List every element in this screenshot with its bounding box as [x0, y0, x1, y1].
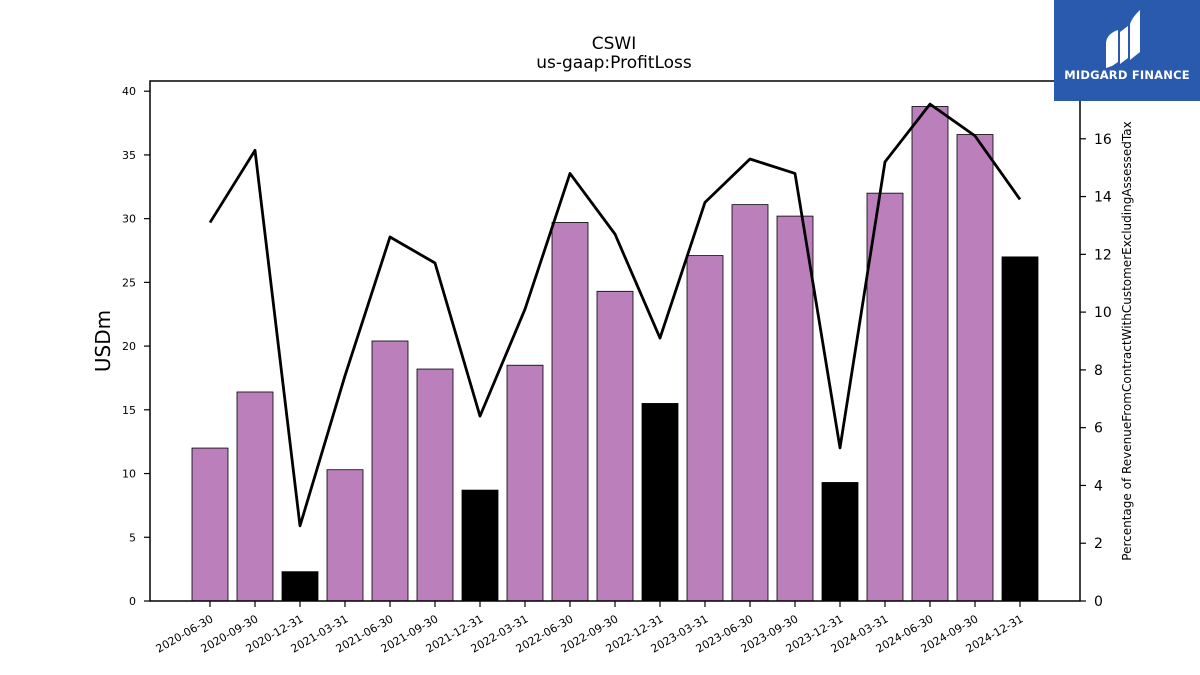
- bar: [776, 215, 814, 602]
- bar: [911, 106, 949, 602]
- y-axis-label-left: USDm: [91, 310, 115, 372]
- y-tick-label: 0: [129, 595, 136, 608]
- bar: [191, 447, 229, 602]
- y-right-tick-label: 12: [1094, 247, 1112, 263]
- line-series: [208, 102, 1022, 528]
- y-right-tick-label: 14: [1094, 190, 1112, 206]
- bar: [506, 364, 544, 602]
- x-axis: 2020-06-302020-09-302020-12-312021-03-31…: [154, 601, 1026, 656]
- y-right-tick-label: 2: [1094, 536, 1103, 552]
- bar: [371, 340, 409, 602]
- logo-text: MIDGARD FINANCE: [1064, 68, 1190, 82]
- line-path: [208, 102, 1022, 528]
- bar: [956, 134, 994, 602]
- y-tick-label: 25: [122, 276, 136, 289]
- bar-series: [191, 106, 1039, 602]
- bar: [416, 368, 454, 602]
- y-right-tick-label: 16: [1094, 132, 1112, 148]
- y-tick-label: 20: [122, 340, 136, 353]
- logo-mark-icon: [1106, 10, 1140, 68]
- y-right-tick-label: 10: [1094, 305, 1112, 321]
- bar: [281, 571, 319, 602]
- y-axis-left: 0 5 10 15 20 25 30 35 40: [122, 85, 150, 608]
- y-right-tick-label: 0: [1094, 594, 1103, 610]
- bar: [326, 469, 364, 602]
- bar: [236, 391, 274, 602]
- y-axis-label-right: Percentage of RevenueFromContractWithCus…: [1120, 121, 1134, 560]
- y-tick-label: 40: [122, 85, 136, 98]
- chart-title: CSWI: [592, 34, 636, 54]
- bar: [596, 290, 634, 602]
- bar: [731, 204, 769, 602]
- y-right-tick-label: 4: [1094, 478, 1103, 494]
- y-right-tick-label: 6: [1094, 421, 1103, 437]
- y-right-tick-label: 8: [1094, 363, 1103, 379]
- y-tick-label: 5: [129, 531, 136, 544]
- y-tick-label: 35: [122, 149, 136, 162]
- bar: [1001, 256, 1039, 602]
- chart-subtitle: us-gaap:ProfitLoss: [536, 53, 692, 73]
- bar: [686, 255, 724, 602]
- bar: [551, 222, 589, 602]
- bar: [461, 489, 499, 602]
- bar: [821, 482, 859, 602]
- bar: [641, 403, 679, 602]
- bar: [866, 192, 904, 602]
- y-tick-label: 15: [122, 404, 136, 417]
- y-tick-label: 30: [122, 213, 136, 226]
- y-axis-right: 0 2 4 6 8 10 12 14 16: [1080, 132, 1112, 610]
- y-tick-label: 10: [122, 468, 136, 481]
- brand-logo: MIDGARD FINANCE: [1054, 0, 1200, 101]
